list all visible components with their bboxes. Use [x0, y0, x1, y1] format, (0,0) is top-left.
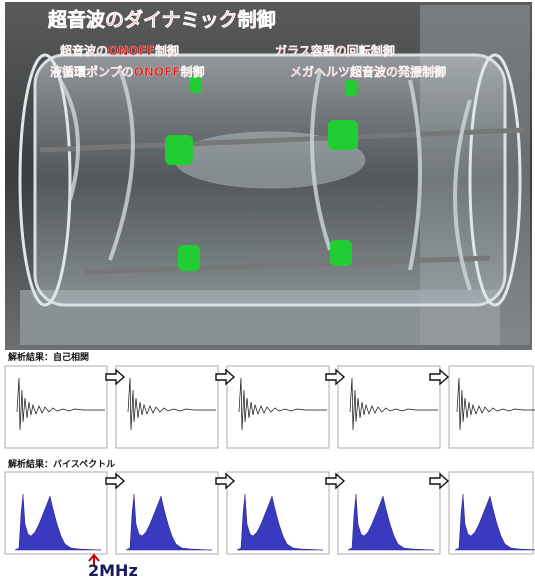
frequency-label: 2MHz — [88, 561, 138, 579]
photo-caption: 液循環ポンプのONOFF制御 — [50, 64, 204, 79]
photo-caption: 超音波のONOFF制御 — [59, 43, 179, 58]
tubes — [58, 69, 472, 291]
bispectrum-plots — [4, 471, 535, 555]
rod — [84, 255, 491, 275]
section-label: 解析結果：バイスペクトル — [8, 458, 115, 470]
rod — [39, 127, 526, 153]
autocorrelation-plots — [4, 365, 535, 449]
glass-cylinder — [33, 53, 507, 307]
cylinder-end — [18, 53, 72, 307]
cylinder-end — [468, 53, 522, 307]
photo-caption: メガヘルツ超音波の発振制御 — [290, 64, 446, 79]
photo-title: 超音波のダイナミック制御 — [47, 8, 276, 31]
marker-arrow — [88, 553, 100, 566]
photo-caption: ガラス容器の回転制御 — [275, 43, 395, 58]
clips — [165, 75, 358, 271]
section-label: 解析結果：自己相関 — [8, 351, 89, 363]
